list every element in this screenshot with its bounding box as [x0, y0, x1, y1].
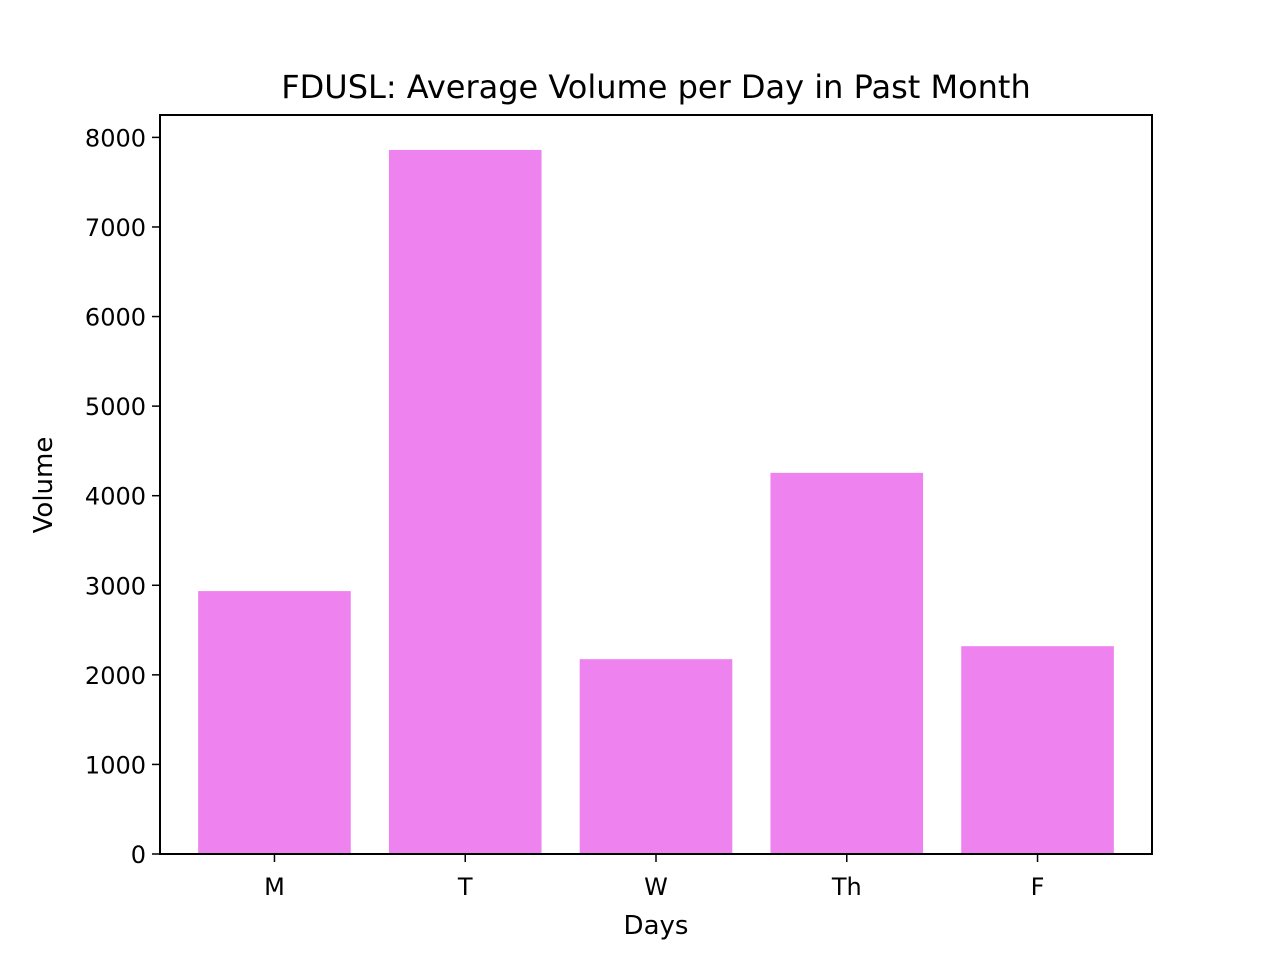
tick-group: M T W Th F 0 1000 2000 3000 4000 5000 6000 7000 8000 [85, 124, 1045, 901]
x-axis-label: Days [624, 911, 689, 941]
y-tick-label: 5000 [85, 393, 146, 421]
y-tick-label: 0 [131, 841, 146, 869]
x-tick-label: M [264, 873, 285, 901]
y-tick-label: 1000 [85, 751, 146, 779]
x-tick-label: Th [831, 873, 862, 901]
bar-group [198, 149, 1114, 854]
y-tick-label: 3000 [85, 572, 146, 600]
y-axis-label: Volume [29, 437, 59, 534]
plot-frame [159, 114, 1153, 855]
bar-w [579, 659, 733, 854]
bar-f [961, 646, 1114, 854]
x-tick-label: T [457, 873, 473, 901]
y-tick-label: 8000 [85, 124, 146, 152]
y-tick-label: 6000 [85, 304, 146, 332]
x-tick-label: F [1031, 873, 1045, 901]
x-tick-label: W [644, 873, 668, 901]
bar-m [198, 591, 351, 854]
chart-title: FDUSL: Average Volume per Day in Past Mo… [281, 68, 1031, 106]
y-tick-label: 4000 [85, 483, 146, 511]
bar-t [388, 149, 542, 854]
y-tick-label: 2000 [85, 662, 146, 690]
bar-th [770, 472, 924, 854]
y-tick-label: 7000 [85, 214, 146, 242]
